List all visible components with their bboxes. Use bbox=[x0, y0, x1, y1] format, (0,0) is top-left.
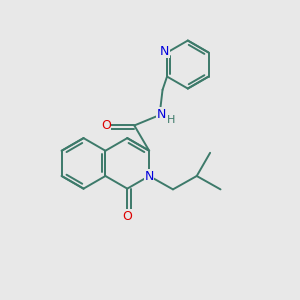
Text: N: N bbox=[156, 108, 166, 121]
Text: O: O bbox=[101, 119, 111, 132]
Text: N: N bbox=[160, 45, 169, 58]
Text: N: N bbox=[145, 169, 154, 182]
Text: H: H bbox=[167, 116, 175, 125]
Text: O: O bbox=[122, 210, 132, 223]
